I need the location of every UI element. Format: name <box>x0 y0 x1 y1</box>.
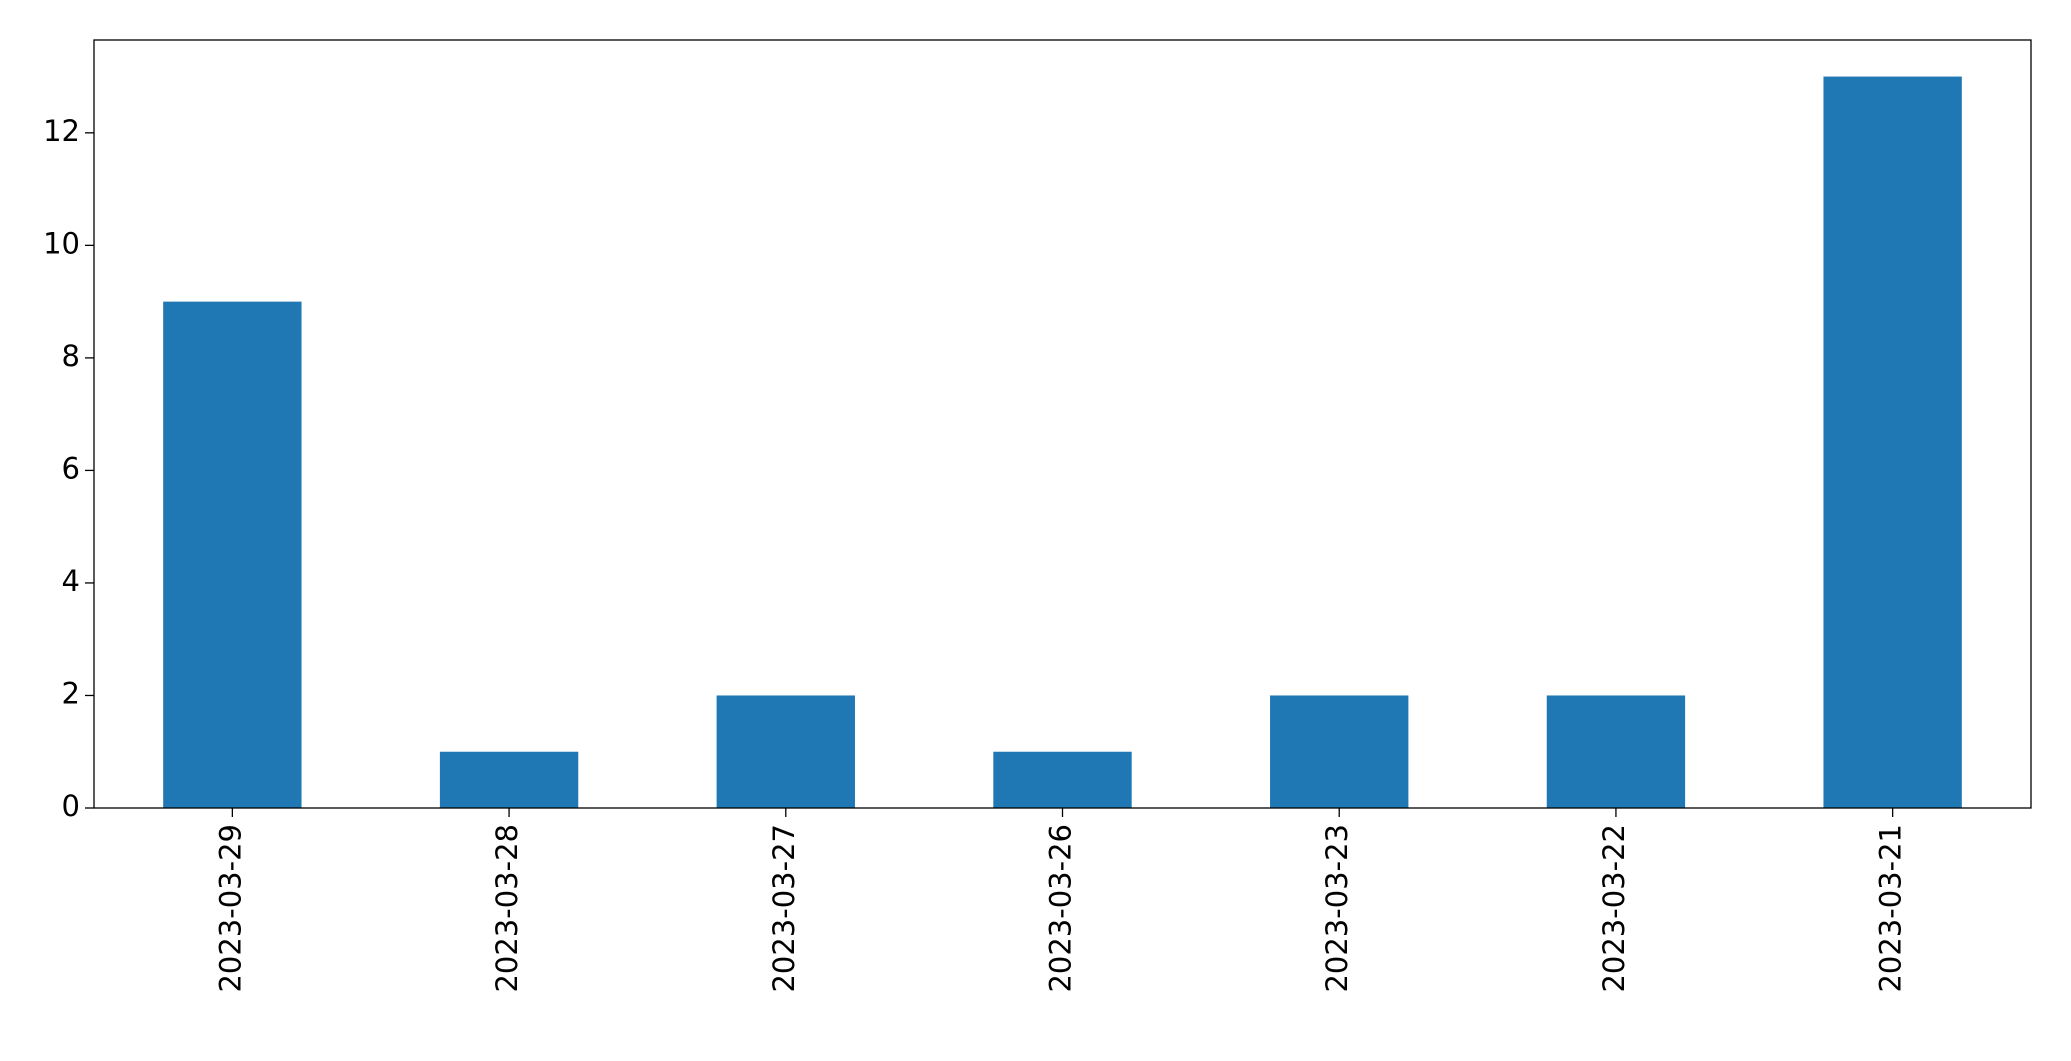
x-tick-label: 2023-03-21 <box>1874 824 1908 993</box>
y-tick-label: 12 <box>43 114 80 148</box>
x-tick-label: 2023-03-26 <box>1044 824 1078 993</box>
x-tick-label: 2023-03-23 <box>1320 824 1354 993</box>
bar <box>716 695 855 808</box>
x-tick-label: 2023-03-28 <box>490 824 524 993</box>
bar <box>1823 76 1962 809</box>
y-tick-label: 10 <box>43 226 80 260</box>
bar <box>163 301 302 808</box>
y-tick-label: 8 <box>62 339 80 373</box>
y-tick-label: 0 <box>62 789 80 823</box>
plot-frame <box>93 39 2032 809</box>
y-tick-label: 6 <box>62 451 80 485</box>
bar <box>993 751 1132 808</box>
x-tick-label: 2023-03-22 <box>1597 824 1631 993</box>
y-tick-label: 2 <box>62 676 80 710</box>
bar <box>1270 695 1409 808</box>
y-tick-label: 4 <box>62 564 80 598</box>
bar <box>439 751 579 808</box>
x-tick-label: 2023-03-29 <box>213 824 247 993</box>
x-tick-label: 2023-03-27 <box>767 824 801 993</box>
bar <box>1546 695 1686 808</box>
